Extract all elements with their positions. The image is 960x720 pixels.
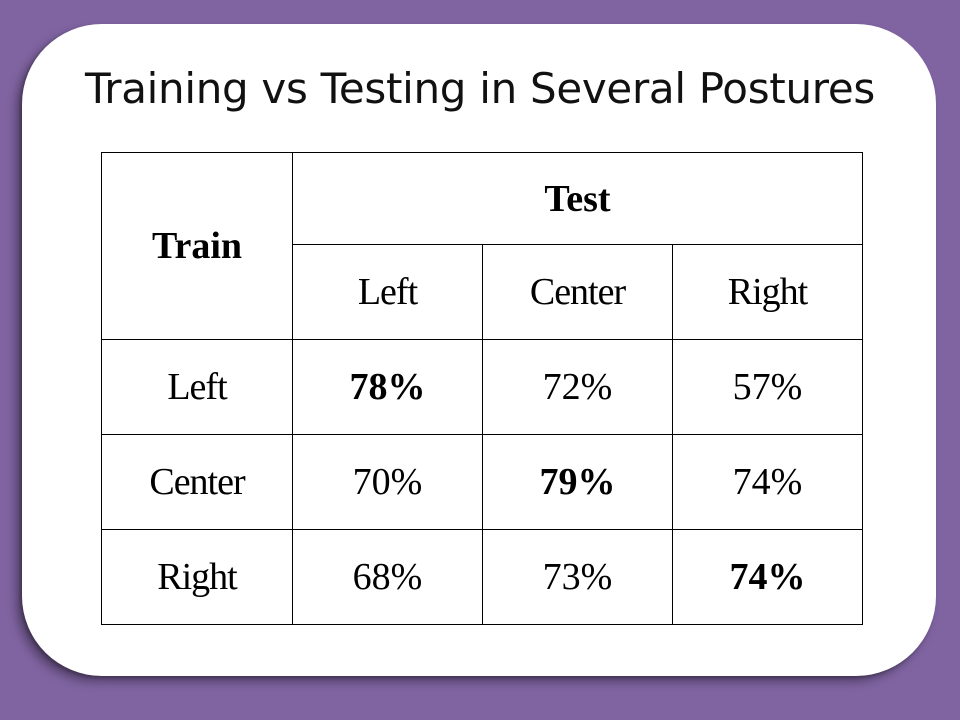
train-label-left: Left [101, 339, 293, 435]
test-column-center: Center [482, 244, 673, 340]
train-header-cell: Train [101, 152, 293, 340]
test-columns-row: Left Center Right [102, 244, 863, 340]
table-cell: 70% [292, 434, 483, 530]
test-column-right: Right [672, 244, 863, 340]
slide-title: Training vs Testing in Several Postures [85, 64, 875, 113]
test-column-left: Left [292, 244, 483, 340]
table-cell: 74% [672, 529, 863, 625]
table-cell: 68% [292, 529, 483, 625]
table-header-row: Train Test [101, 152, 863, 340]
table-cell: 72% [482, 339, 673, 435]
table-cell: 57% [672, 339, 863, 435]
train-label-right: Right [101, 529, 293, 625]
table-cell: 73% [482, 529, 673, 625]
results-table: Train Test Left Center Right Left 78% 72… [101, 152, 863, 625]
table-cell: 78% [292, 339, 483, 435]
test-header-cell: Test [292, 152, 863, 245]
train-label-center: Center [101, 434, 293, 530]
table-cell: 79% [482, 434, 673, 530]
table-cell: 74% [672, 434, 863, 530]
table-row: Right 68% 73% 74% [101, 529, 863, 625]
table-row: Left 78% 72% 57% [101, 339, 863, 435]
table-row: Center 70% 79% 74% [101, 434, 863, 530]
